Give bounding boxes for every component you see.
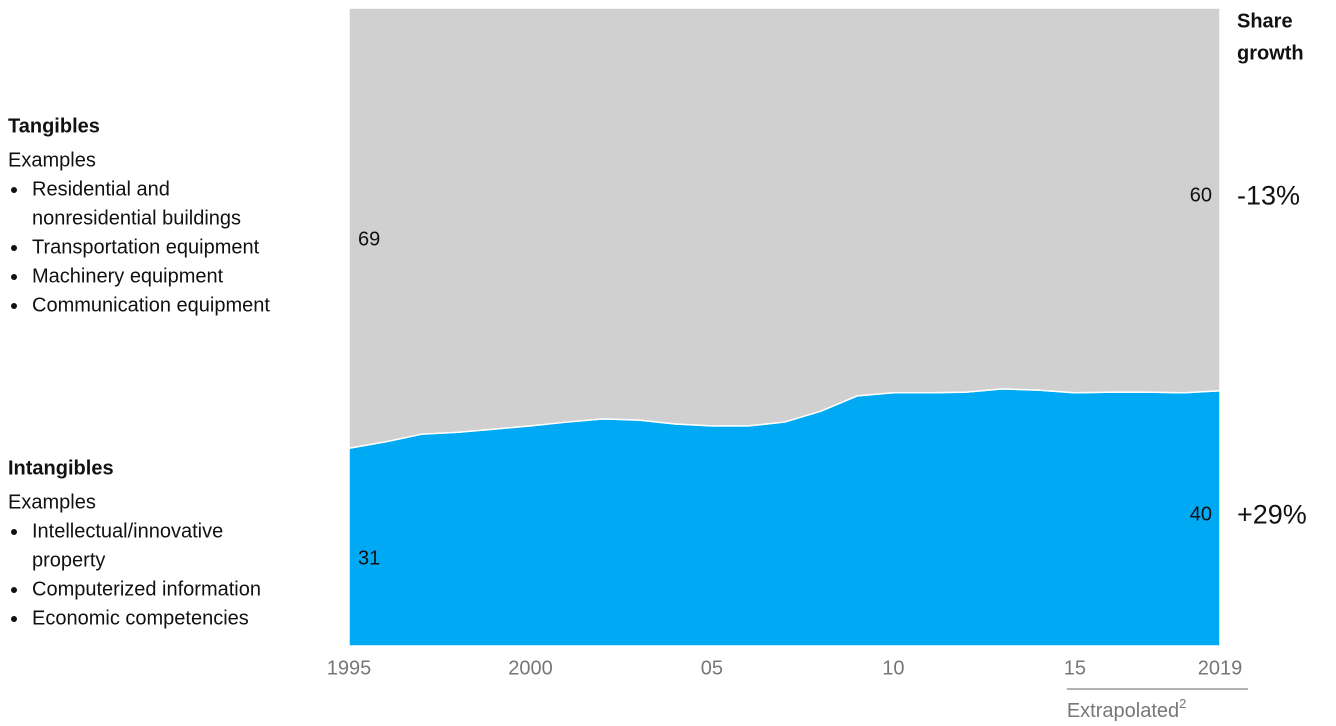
legend-examples-label: Examples bbox=[8, 491, 96, 513]
legend-example: Economic competencies bbox=[32, 607, 249, 629]
legend-example: property bbox=[32, 549, 105, 571]
legend-name: Tangibles bbox=[8, 115, 100, 137]
data-label: 69 bbox=[358, 228, 380, 250]
legend-example: Communication equipment bbox=[32, 294, 270, 316]
x-tick-label: 2019 bbox=[1198, 657, 1243, 679]
data-label: 31 bbox=[358, 547, 380, 569]
data-label: 60 bbox=[1190, 185, 1212, 207]
data-label: 40 bbox=[1190, 504, 1212, 526]
legend-example: Residential and bbox=[32, 178, 170, 200]
bullet bbox=[11, 616, 17, 622]
bullet bbox=[11, 245, 17, 251]
bullet bbox=[11, 274, 17, 280]
area bbox=[348, 7, 1221, 450]
x-tick-label: 05 bbox=[701, 657, 723, 679]
x-tick-label: 15 bbox=[1064, 657, 1086, 679]
legend-name: Intangibles bbox=[8, 457, 114, 479]
footnote: 2 bbox=[1179, 696, 1186, 711]
legend-example: Intellectual/innovative bbox=[32, 520, 223, 542]
share-growth: +29% bbox=[1237, 500, 1307, 530]
bullet bbox=[11, 303, 17, 309]
bullet bbox=[11, 529, 17, 535]
legend-example: Computerized information bbox=[32, 578, 261, 600]
legend-example: nonresidential buildings bbox=[32, 207, 241, 229]
bullet bbox=[11, 587, 17, 593]
x-tick-label: 2000 bbox=[508, 657, 553, 679]
extrapolated-label: Extrapolated2 bbox=[1067, 696, 1187, 722]
share-growth: -13% bbox=[1237, 181, 1300, 211]
share-growth-title: growth bbox=[1237, 42, 1304, 64]
legend-example: Transportation equipment bbox=[32, 236, 260, 258]
share-growth-title: Share bbox=[1237, 10, 1293, 32]
bullet bbox=[11, 187, 17, 193]
x-tick-label: 10 bbox=[882, 657, 904, 679]
legend-example: Machinery equipment bbox=[32, 265, 224, 287]
x-tick-label: 1995 bbox=[327, 657, 372, 679]
extrapolated-text: Extrapolated bbox=[1067, 700, 1179, 722]
legend-examples-label: Examples bbox=[8, 149, 96, 171]
